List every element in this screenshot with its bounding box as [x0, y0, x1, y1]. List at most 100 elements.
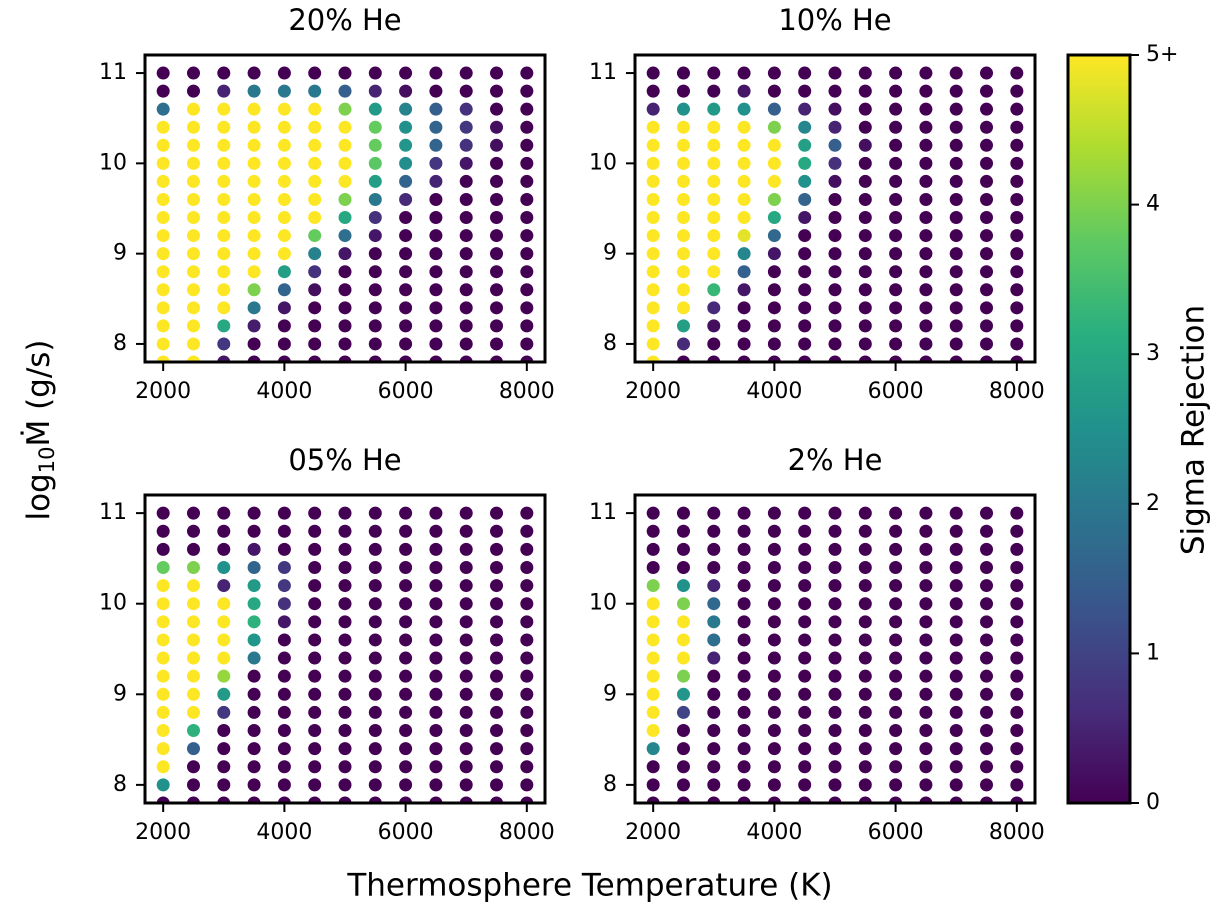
- panel-title: 10% He: [778, 3, 891, 37]
- point: [459, 84, 473, 98]
- point: [338, 633, 352, 647]
- point: [889, 355, 903, 362]
- point: [919, 597, 933, 611]
- point: [676, 283, 690, 297]
- point: [949, 337, 963, 351]
- point: [889, 247, 903, 261]
- point: [737, 742, 751, 756]
- point: [429, 542, 443, 556]
- x-tick-label: 8000: [989, 379, 1045, 404]
- point: [707, 597, 721, 611]
- y-label-rest: Ṁ (g/s): [21, 339, 57, 446]
- point: [798, 283, 812, 297]
- point: [156, 669, 170, 683]
- point: [429, 796, 443, 803]
- point: [949, 84, 963, 98]
- point: [338, 669, 352, 683]
- point: [676, 174, 690, 188]
- point: [828, 796, 842, 803]
- point: [889, 319, 903, 333]
- colorbar-tick-label: 1: [1146, 640, 1160, 665]
- point: [676, 651, 690, 665]
- point: [338, 760, 352, 774]
- point: [980, 102, 994, 116]
- point: [429, 283, 443, 297]
- point: [308, 542, 322, 556]
- point: [919, 687, 933, 701]
- point: [520, 705, 534, 719]
- point: [217, 192, 231, 206]
- point: [980, 66, 994, 80]
- point: [247, 778, 261, 792]
- point: [186, 66, 200, 80]
- point: [429, 229, 443, 243]
- colorbar-label: Sigma Rejection: [1176, 305, 1212, 555]
- point: [368, 211, 382, 225]
- point: [429, 615, 443, 629]
- point: [767, 560, 781, 574]
- point: [707, 742, 721, 756]
- x-tick-label: 4000: [746, 379, 802, 404]
- point: [1010, 66, 1024, 80]
- point: [308, 524, 322, 538]
- point: [737, 705, 751, 719]
- point: [828, 760, 842, 774]
- point: [676, 355, 690, 362]
- point: [308, 156, 322, 170]
- point: [858, 778, 872, 792]
- point: [737, 301, 751, 315]
- point: [919, 542, 933, 556]
- point: [247, 156, 261, 170]
- point: [338, 742, 352, 756]
- point: [277, 760, 291, 774]
- point: [247, 84, 261, 98]
- point: [277, 705, 291, 719]
- point: [308, 265, 322, 279]
- point: [520, 138, 534, 152]
- point: [217, 229, 231, 243]
- point: [737, 319, 751, 333]
- point: [980, 319, 994, 333]
- point: [858, 102, 872, 116]
- point: [217, 633, 231, 647]
- point: [429, 247, 443, 261]
- point: [399, 633, 413, 647]
- point: [247, 542, 261, 556]
- point: [368, 778, 382, 792]
- point: [277, 542, 291, 556]
- point: [676, 597, 690, 611]
- point: [156, 66, 170, 80]
- point: [1010, 319, 1024, 333]
- point: [676, 796, 690, 803]
- point: [338, 120, 352, 134]
- point: [338, 319, 352, 333]
- x-tick-label: 8000: [989, 820, 1045, 845]
- point: [186, 669, 200, 683]
- point: [889, 597, 903, 611]
- point: [798, 138, 812, 152]
- point: [368, 597, 382, 611]
- point: [399, 337, 413, 351]
- point: [247, 355, 261, 362]
- point: [459, 506, 473, 520]
- point: [737, 579, 751, 593]
- point: [646, 319, 660, 333]
- point: [646, 633, 660, 647]
- point: [399, 247, 413, 261]
- point: [338, 796, 352, 803]
- point: [828, 524, 842, 538]
- point: [949, 506, 963, 520]
- point: [429, 355, 443, 362]
- point: [767, 597, 781, 611]
- point: [217, 724, 231, 738]
- point: [520, 742, 534, 756]
- point: [707, 705, 721, 719]
- point: [919, 742, 933, 756]
- point: [156, 301, 170, 315]
- point: [919, 560, 933, 574]
- point: [247, 705, 261, 719]
- point: [737, 615, 751, 629]
- point: [767, 724, 781, 738]
- point: [338, 84, 352, 98]
- point: [368, 524, 382, 538]
